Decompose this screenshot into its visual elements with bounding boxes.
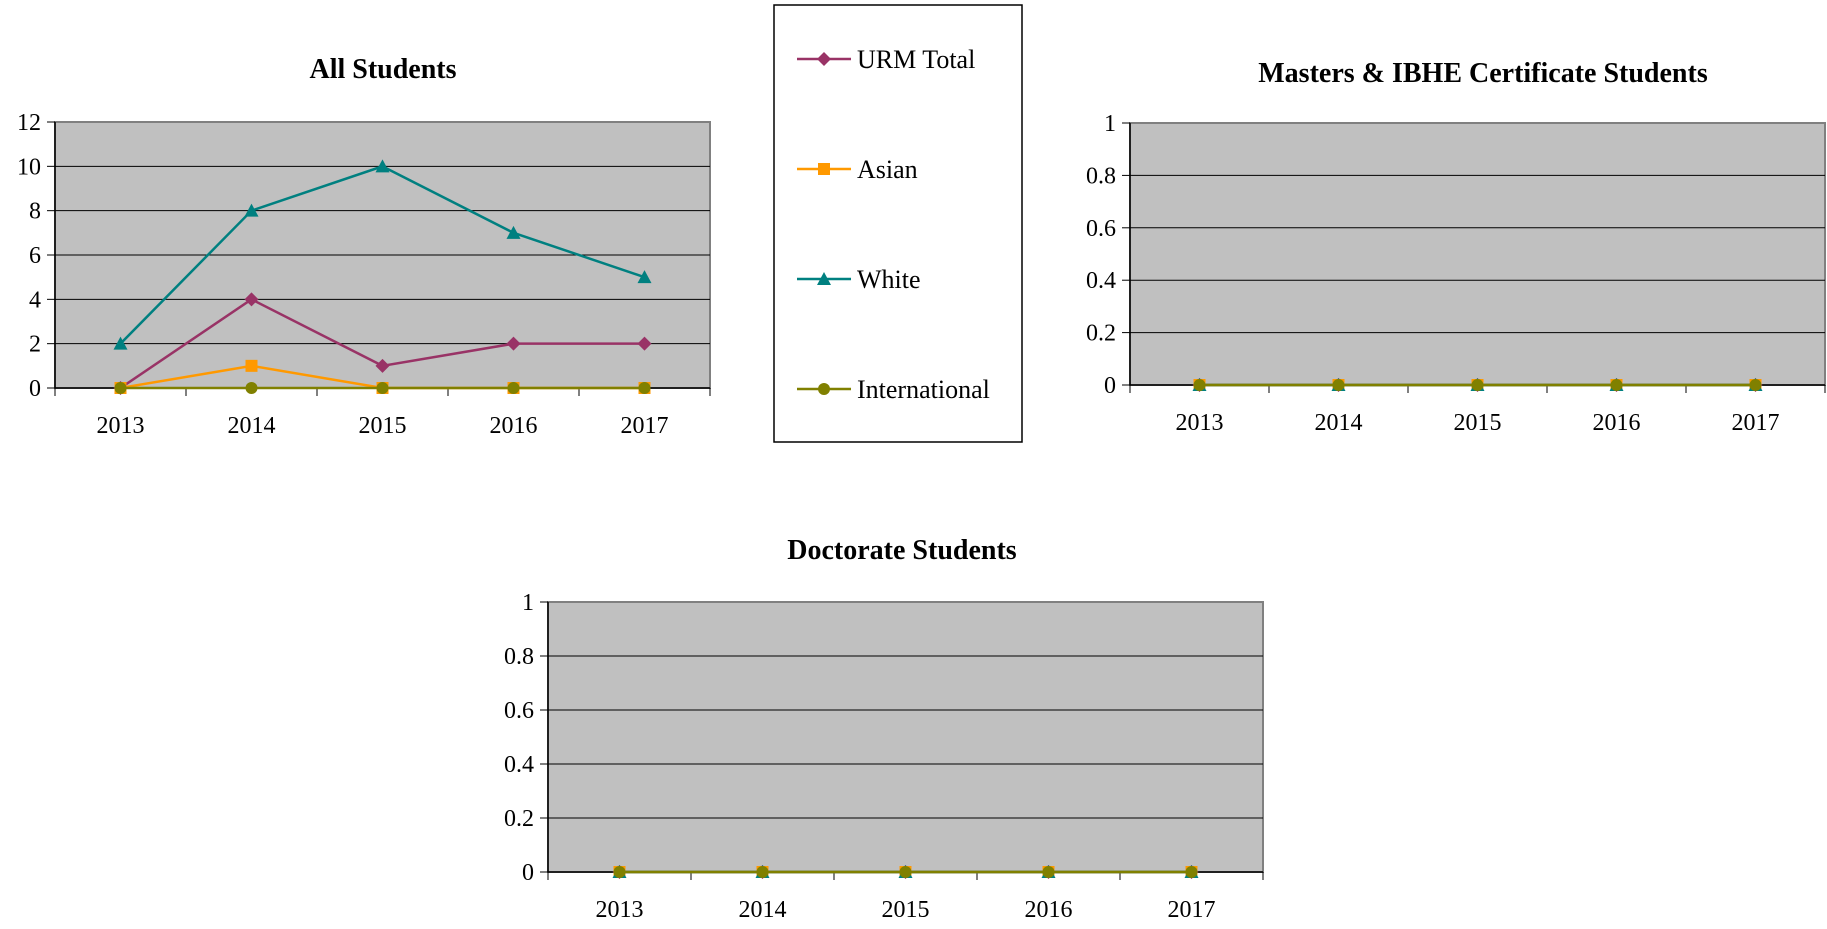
chart-all-students: All Students 0 2 4 6 8 10 12 2013 2014 2015 2016 201… bbox=[17, 54, 711, 439]
data-point-international bbox=[114, 382, 127, 394]
data-point-international bbox=[1185, 866, 1198, 878]
legend-marker-white bbox=[817, 272, 831, 285]
y-tick-label: 4 bbox=[29, 287, 41, 313]
data-point-international bbox=[638, 382, 651, 394]
y-tick-label: 12 bbox=[17, 110, 41, 136]
y-tick-label: 2 bbox=[29, 332, 41, 358]
data-point-international bbox=[1749, 379, 1762, 391]
data-point-white bbox=[375, 159, 390, 173]
y-tick-label: 0.2 bbox=[504, 806, 534, 832]
series-white bbox=[113, 159, 652, 350]
y-tick-label: 0.6 bbox=[504, 698, 534, 724]
x-tick-label: 2013 bbox=[1176, 410, 1224, 436]
y-tick-label: 0.8 bbox=[1086, 163, 1116, 189]
x-tick-label: 2014 bbox=[1315, 410, 1363, 436]
x-tick-label: 2016 bbox=[1593, 410, 1641, 436]
x-tick-label: 2016 bbox=[490, 413, 538, 439]
data-point-urm-total bbox=[637, 336, 652, 351]
x-tick-label: 2013 bbox=[596, 897, 644, 923]
data-point-international bbox=[245, 382, 258, 394]
chart-title: Doctorate Students bbox=[787, 535, 1017, 566]
plot-area bbox=[1129, 122, 1826, 386]
data-point-international bbox=[1471, 379, 1484, 391]
x-tick-label: 2014 bbox=[228, 413, 276, 439]
y-tick-label: 1 bbox=[522, 590, 534, 616]
x-tick-label: 2015 bbox=[882, 897, 930, 923]
series-international bbox=[114, 382, 651, 394]
data-point-international bbox=[376, 382, 389, 394]
data-point-white bbox=[506, 225, 521, 239]
legend-marker-international bbox=[818, 383, 830, 395]
legend-label: International bbox=[857, 375, 990, 404]
legend-item-urm-total: URM Total bbox=[797, 45, 975, 74]
data-point-asian bbox=[245, 359, 258, 372]
y-tick-label: 0.4 bbox=[1086, 268, 1116, 294]
chart-masters-ibhe-students: Masters & IBHE Certificate Students 0 0.2 0… bbox=[1086, 58, 1826, 436]
data-point-white bbox=[113, 336, 128, 350]
y-tick-label: 6 bbox=[29, 243, 41, 269]
series-international bbox=[613, 866, 1198, 878]
y-tick-label: 0 bbox=[1104, 373, 1116, 399]
legend-marker-urm-total bbox=[817, 52, 831, 66]
legend-label: Asian bbox=[857, 155, 918, 184]
x-tick-label: 2017 bbox=[1732, 410, 1780, 436]
legend-item-white: White bbox=[797, 265, 921, 294]
legend-label: White bbox=[857, 265, 921, 294]
x-tick-label: 2017 bbox=[1168, 897, 1216, 923]
y-tick-label: 0 bbox=[29, 376, 41, 402]
data-point-international bbox=[613, 866, 626, 878]
chart-title: All Students bbox=[309, 54, 456, 85]
y-tick-label: 10 bbox=[17, 154, 41, 180]
y-tick-label: 8 bbox=[29, 199, 41, 225]
series-international bbox=[1193, 379, 1762, 391]
data-point-international bbox=[1332, 379, 1345, 391]
x-tick-label: 2014 bbox=[739, 897, 787, 923]
legend-item-asian: Asian bbox=[797, 155, 918, 184]
data-point-international bbox=[1042, 866, 1055, 878]
data-point-urm-total bbox=[375, 358, 390, 373]
legend-box bbox=[773, 4, 1023, 443]
chart-title: Masters & IBHE Certificate Students bbox=[1258, 58, 1708, 89]
y-tick-label: 0.2 bbox=[1086, 321, 1116, 347]
x-tick-label: 2013 bbox=[97, 413, 145, 439]
y-tick-label: 1 bbox=[1104, 111, 1116, 137]
y-tick-label: 0.8 bbox=[504, 644, 534, 670]
chart-doctorate-students: Doctorate Students 0 0.2 0.4 0.6 0.8 1 2013 2014… bbox=[504, 535, 1264, 923]
x-tick-label: 2015 bbox=[359, 413, 407, 439]
data-point-urm-total bbox=[506, 336, 521, 351]
legend: URM Total Asian White International bbox=[773, 4, 1023, 443]
y-tick-label: 0.6 bbox=[1086, 216, 1116, 242]
y-tick-label: 0.4 bbox=[504, 752, 534, 778]
data-point-white bbox=[244, 203, 259, 217]
legend-item-international: International bbox=[797, 375, 990, 404]
data-point-international bbox=[1193, 379, 1206, 391]
x-tick-label: 2016 bbox=[1025, 897, 1073, 923]
plot-area bbox=[547, 601, 1264, 873]
data-point-urm-total bbox=[244, 292, 259, 307]
legend-label: URM Total bbox=[857, 45, 975, 74]
y-tick-label: 0 bbox=[522, 860, 534, 886]
data-point-white bbox=[637, 270, 652, 284]
data-point-international bbox=[1610, 379, 1623, 391]
data-point-international bbox=[507, 382, 520, 394]
data-point-international bbox=[756, 866, 769, 878]
x-tick-label: 2017 bbox=[621, 413, 669, 439]
data-point-international bbox=[899, 866, 912, 878]
x-tick-label: 2015 bbox=[1454, 410, 1502, 436]
legend-marker-asian bbox=[818, 163, 830, 175]
